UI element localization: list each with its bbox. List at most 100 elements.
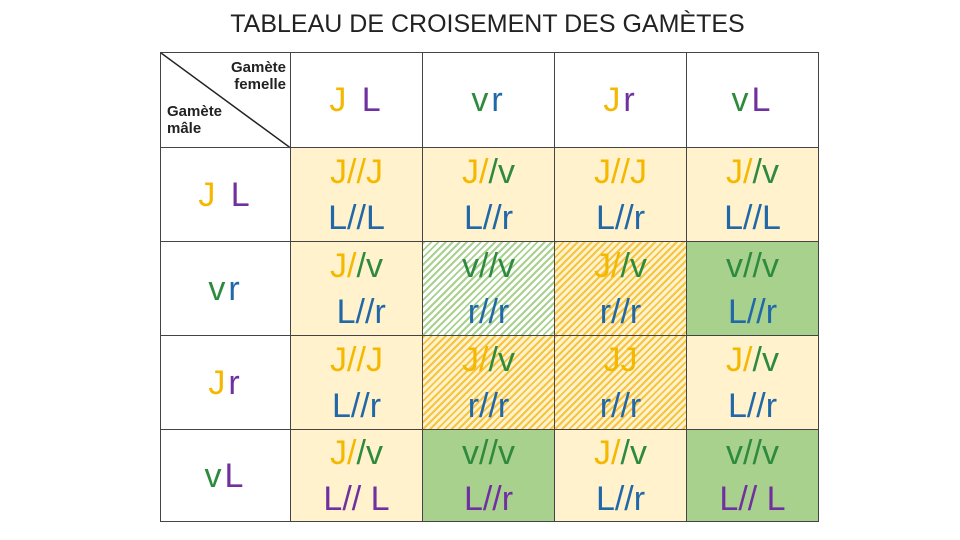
allele-text: v <box>731 81 752 119</box>
column-header: Jr <box>554 52 687 148</box>
genotype-cell: J//v L//r <box>554 429 687 522</box>
title: TABLEAU DE CROISEMENT DES GAMÈTES <box>230 10 745 38</box>
genotype-line: L//L <box>724 195 781 241</box>
corner-cell: Gamète femelle Gamète mâle <box>160 52 292 149</box>
row-header: vr <box>160 241 291 336</box>
genotype-line: r//r <box>468 289 510 335</box>
allele-text: r//r <box>467 386 510 425</box>
genotype-line: L//r <box>596 195 645 241</box>
header-line: vL <box>205 453 247 499</box>
genotype-cell: JJ r//r <box>554 335 687 430</box>
genotype-line: J//J <box>330 337 383 383</box>
genotype-cell: J//J L//r <box>554 147 687 242</box>
allele-text: /v <box>752 340 779 379</box>
allele-text: L//r <box>595 479 646 518</box>
genotype-line: JJ <box>604 337 638 383</box>
allele-text: L <box>751 81 774 119</box>
genotype-line: J//v <box>594 243 647 289</box>
allele-text: v <box>208 269 229 308</box>
allele-text: L <box>224 456 247 495</box>
genotype-line: L//r <box>327 289 386 335</box>
column-header: J L <box>290 52 423 148</box>
genotype-cell: v//v L//r <box>422 429 555 522</box>
allele-text: r//r <box>467 292 510 331</box>
allele-text: J//J <box>330 340 383 379</box>
allele-text: v <box>204 456 225 495</box>
allele-text: J <box>603 81 624 119</box>
genotype-line: J//v <box>594 430 647 476</box>
genotype-cell: v//v r//r <box>422 241 555 336</box>
genotype-cell: J//v L//r <box>686 335 819 430</box>
header-line: vr <box>471 77 505 123</box>
allele-text: r//r <box>599 386 642 425</box>
allele-text: J//J <box>594 152 647 191</box>
allele-text: J/ <box>726 152 753 191</box>
column-header: vr <box>422 52 555 148</box>
allele-text: L// L <box>719 479 786 518</box>
corner-diagonal <box>161 53 292 149</box>
allele-text: v <box>471 81 492 119</box>
allele-text: L//L <box>328 198 385 237</box>
allele-text: L <box>349 81 384 119</box>
allele-text: L//r <box>327 292 386 331</box>
genotype-cell: J//v L// L <box>290 429 423 522</box>
allele-text: L// L <box>323 479 390 518</box>
genotype-line: L//r <box>464 476 513 522</box>
allele-text: L//L <box>724 198 781 237</box>
genotype-cell: J//v L//L <box>686 147 819 242</box>
genotype-line: L//L <box>328 195 385 241</box>
allele-text: v//v <box>462 433 515 472</box>
genotype-line: v//v <box>462 430 515 476</box>
genotype-line: v//v <box>726 243 779 289</box>
allele-text: /v <box>356 433 383 472</box>
allele-text: r <box>491 81 506 119</box>
allele-text: /v <box>620 433 647 472</box>
genotype-line: v//v <box>462 243 515 289</box>
allele-text: v//v <box>726 246 779 285</box>
allele-text: J/ <box>462 340 489 379</box>
allele-text: L//r <box>727 292 778 331</box>
allele-text: r <box>623 81 638 119</box>
allele-text: J/ <box>726 340 753 379</box>
allele-text: r//r <box>599 292 642 331</box>
allele-text: J <box>208 363 229 402</box>
genotype-line: L// L <box>323 476 389 522</box>
genotype-line: r//r <box>600 383 642 429</box>
allele-text: v//v <box>462 246 515 285</box>
allele-text: /v <box>488 340 515 379</box>
genotype-cell: J//J L//r <box>290 335 423 430</box>
column-header: vL <box>686 52 819 148</box>
genotype-line: J//J <box>330 149 383 195</box>
header-line: Jr <box>603 77 637 123</box>
genotype-line: J//v <box>330 430 383 476</box>
allele-text: L//r <box>727 386 778 425</box>
genotype-line: L//r <box>332 383 381 429</box>
genotype-cell: J//J L//L <box>290 147 423 242</box>
allele-text: JJ <box>603 340 638 379</box>
allele-text: J <box>198 175 219 214</box>
allele-text: r <box>228 269 243 308</box>
allele-text: J <box>329 81 350 119</box>
header-line: J L <box>198 172 252 218</box>
genotype-line: J//v <box>330 243 383 289</box>
allele-text: J//J <box>330 152 383 191</box>
allele-text: J/ <box>330 433 357 472</box>
genotype-line: J//v <box>726 337 779 383</box>
genotype-cell: v//v L//r <box>686 241 819 336</box>
allele-text: J/ <box>462 152 489 191</box>
genotype-line: L//r <box>596 476 645 522</box>
row-header: Jr <box>160 335 291 430</box>
allele-text: /v <box>356 246 383 285</box>
genotype-cell: J//v L//r <box>290 241 423 336</box>
genotype-line: J//J <box>594 149 647 195</box>
genotype-line: L//r <box>464 195 513 241</box>
genotype-line: J//v <box>462 149 515 195</box>
allele-text: /v <box>752 152 779 191</box>
header-line: Jr <box>208 360 242 406</box>
genotype-cell: J//v L//r <box>422 147 555 242</box>
allele-text: /v <box>488 152 515 191</box>
row-header: J L <box>160 147 291 242</box>
header-line: J L <box>329 77 383 123</box>
